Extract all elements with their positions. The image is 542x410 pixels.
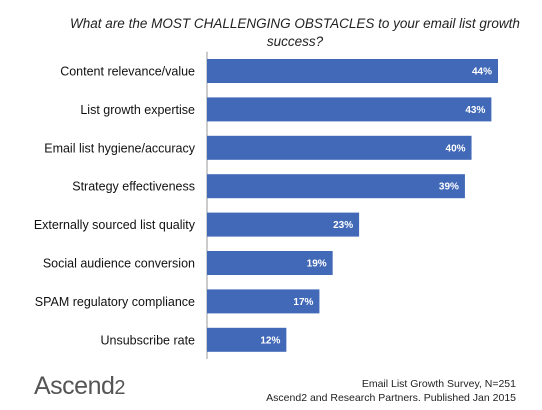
logo-main-text: Ascend: [34, 372, 115, 400]
category-label: Content relevance/value: [60, 65, 195, 79]
bar: [207, 289, 320, 314]
bar-value-label: 43%: [465, 105, 485, 116]
category-label: SPAM regulatory compliance: [35, 295, 195, 309]
bar-value-label: 44%: [472, 67, 492, 78]
category-label: List growth expertise: [80, 103, 195, 117]
source-line-2: Ascend2 and Research Partners. Published…: [266, 392, 516, 404]
bar: [207, 97, 492, 122]
bar-value-label: 39%: [439, 182, 459, 193]
ascend2-logo: Ascend2: [34, 372, 125, 401]
category-label: Social audience conversion: [43, 257, 195, 271]
chart-title-line-2: success?: [266, 34, 324, 49]
source-line-1: Email List Growth Survey, N=251: [361, 378, 516, 390]
bar-value-label: 17%: [293, 297, 313, 308]
bar-chart: Content relevance/value 44% List growth ex…: [34, 51, 498, 359]
bar: [207, 174, 465, 199]
bar: [207, 59, 498, 83]
logo-suffix-text: 2: [114, 377, 126, 399]
category-label: Strategy effectiveness: [72, 180, 195, 194]
bar: [207, 251, 333, 275]
bar-value-label: 19%: [307, 259, 327, 270]
bar: [207, 135, 472, 160]
bar: [207, 212, 360, 237]
chart-title-line-1: What are the MOST CHALLENGING OBSTACLES …: [70, 16, 520, 31]
category-label: Unsubscribe rate: [101, 333, 196, 347]
category-label: Externally sourced list quality: [34, 218, 196, 232]
category-label: Email list hygiene/accuracy: [44, 141, 196, 155]
bar: [207, 327, 287, 352]
bar-value-label: 40%: [446, 143, 466, 154]
bar-value-label: 23%: [333, 220, 353, 231]
bar-value-label: 12%: [260, 335, 280, 346]
